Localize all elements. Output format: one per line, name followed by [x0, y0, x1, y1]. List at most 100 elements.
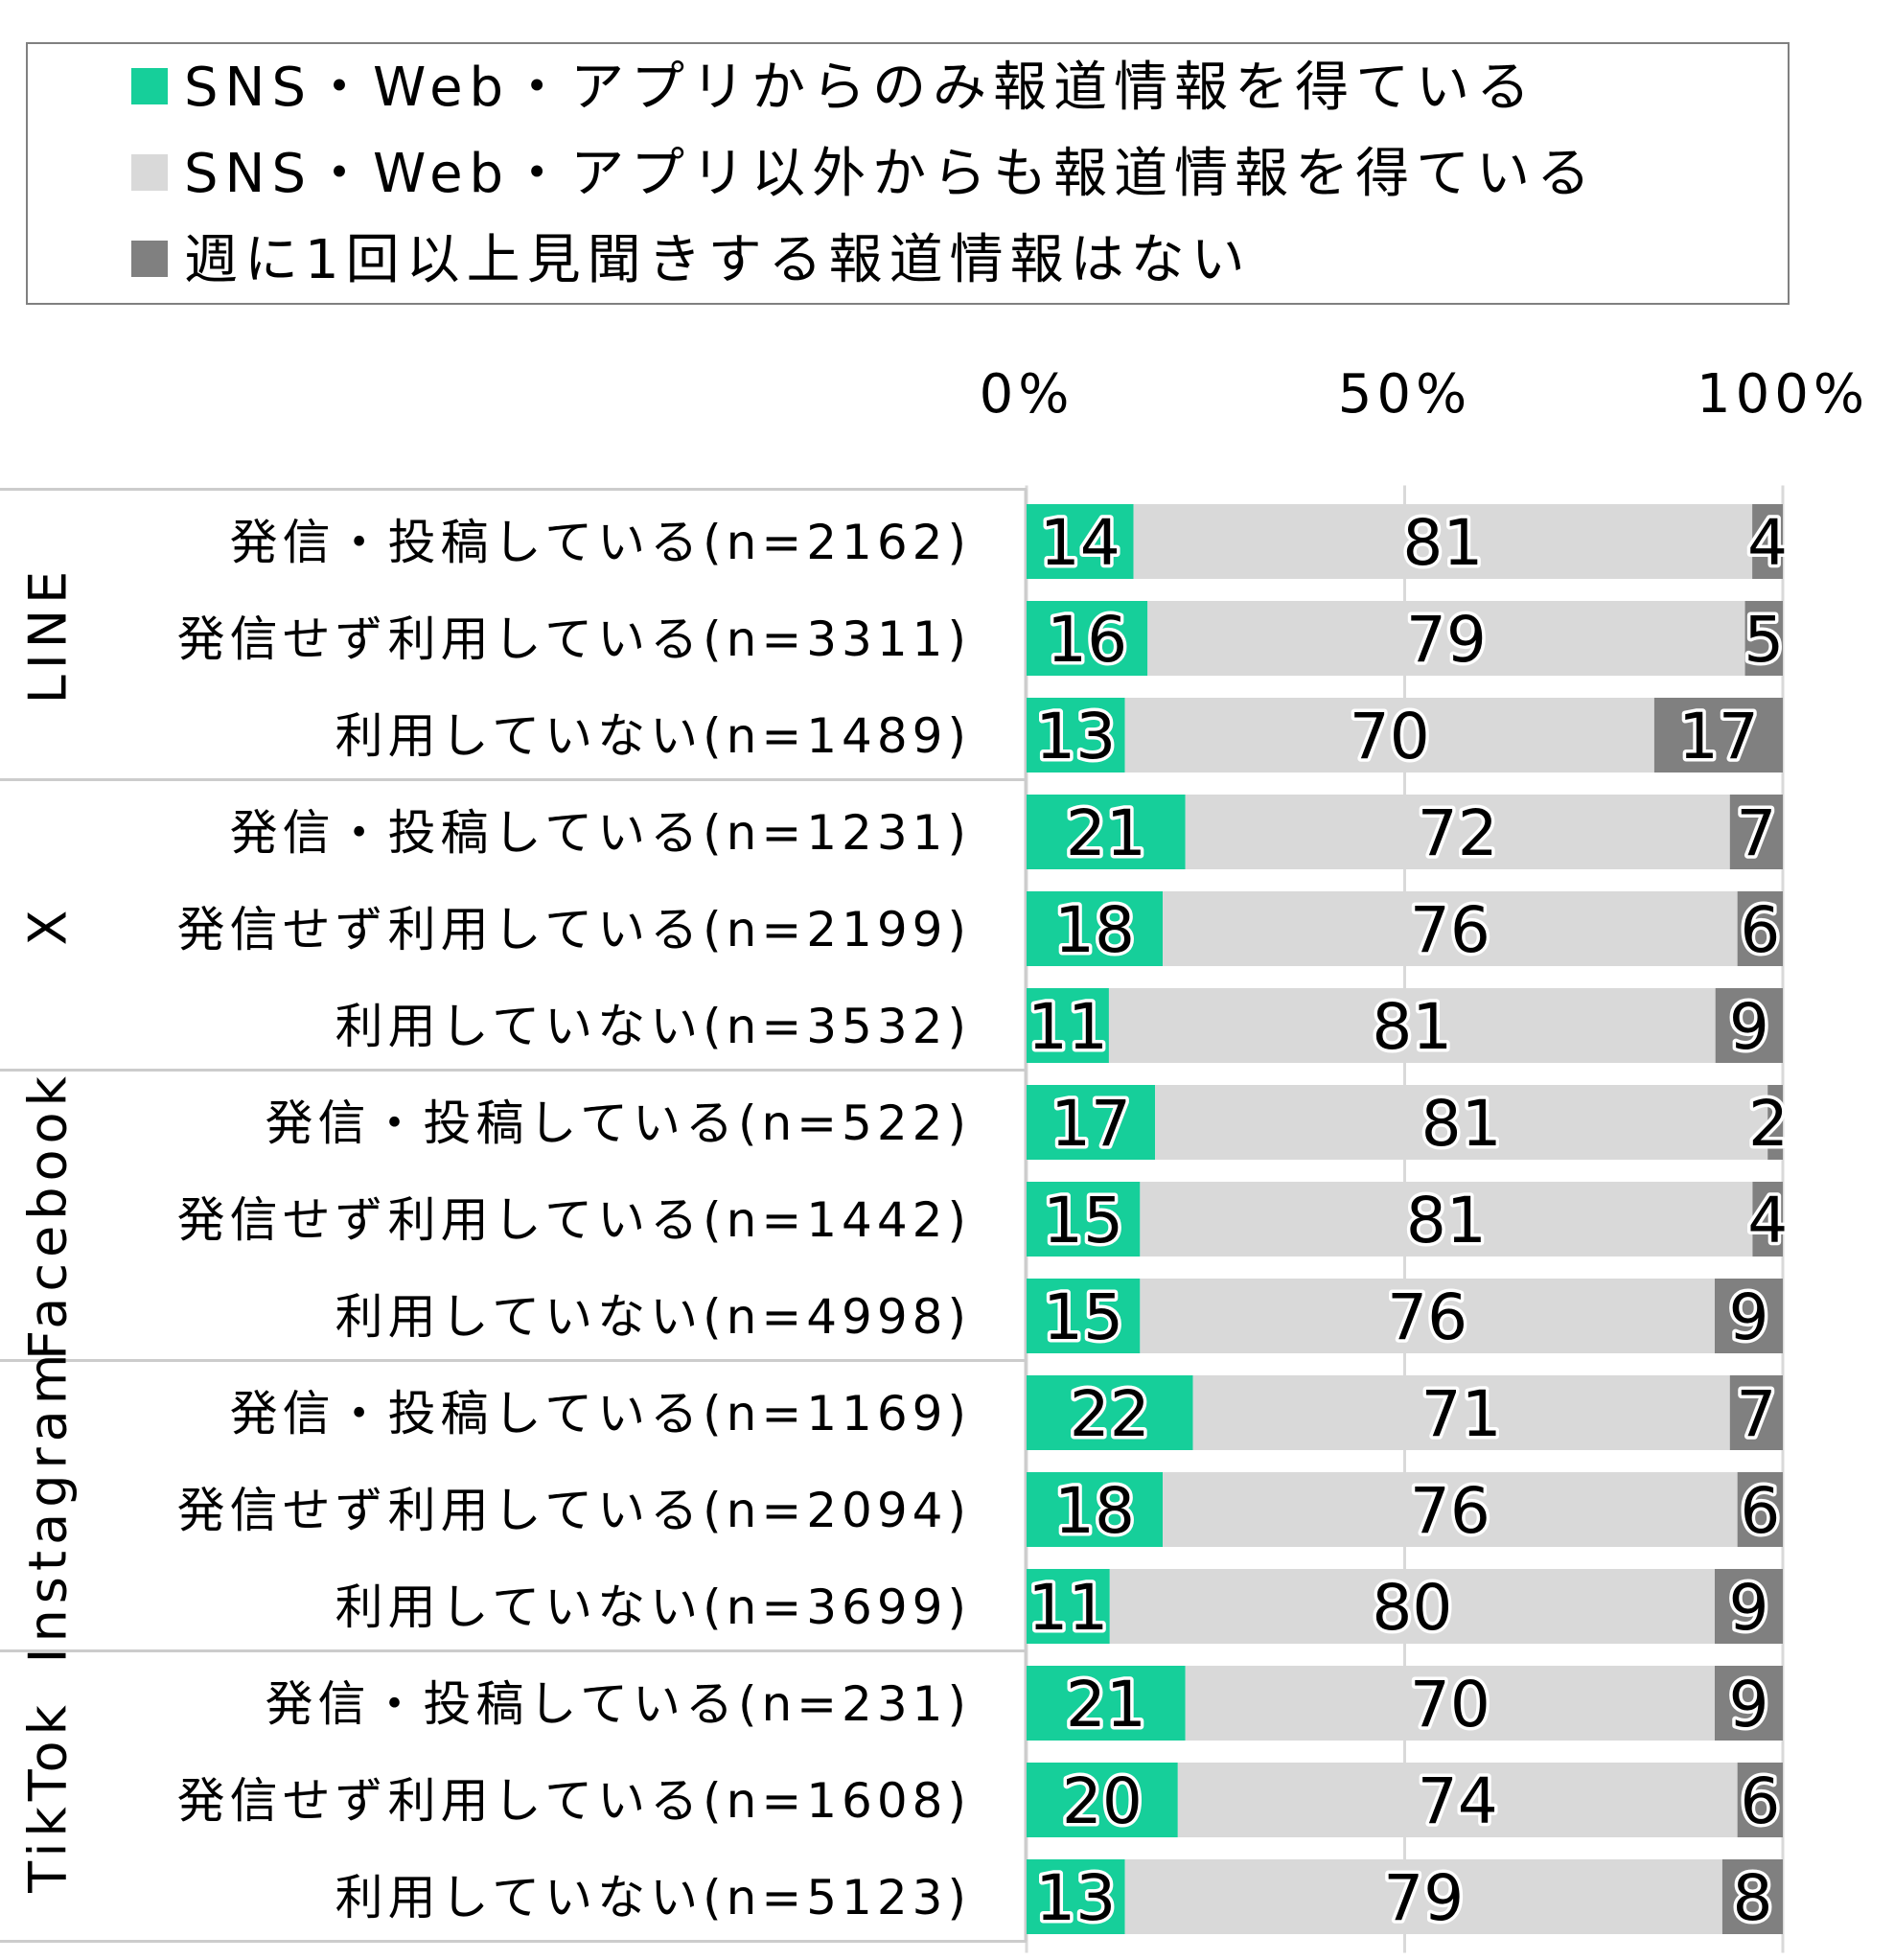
legend-label-2: SNS・Web・アプリ以外からも報道情報を得ている: [184, 143, 1597, 205]
bar-segment-series-3: [1737, 1472, 1783, 1547]
data-label: 70: [1410, 1668, 1490, 1741]
row-label: 発信・投稿している(n=522): [265, 1095, 971, 1151]
bar-segment-series-1: [1027, 1763, 1178, 1837]
group-label: Instagram: [18, 1349, 79, 1664]
bar-segment-series-2: [1109, 1569, 1715, 1644]
x-tick-label: 0%: [980, 363, 1074, 426]
bar-segment-series-2: [1192, 1375, 1730, 1450]
data-label: 17: [1051, 1087, 1131, 1161]
data-label: 9: [1728, 1280, 1768, 1354]
bar-segment-series-2: [1163, 1472, 1738, 1547]
bar-segment-series-3: [1767, 1085, 1783, 1160]
data-label: 76: [1410, 893, 1490, 967]
bar-segment-series-3: [1737, 1763, 1783, 1837]
bar-segment-series-2: [1155, 1085, 1768, 1160]
data-label: 11: [1028, 1571, 1108, 1645]
row-label: 発信・投稿している(n=2162): [230, 515, 971, 570]
bar-segment-series-2: [1108, 988, 1716, 1063]
bar-segment-series-3: [1714, 1666, 1783, 1741]
bar-segment-series-1: [1027, 891, 1164, 966]
bars: [1027, 504, 1783, 1934]
group-label: LINE: [18, 565, 79, 704]
bar-segment-series-3: [1737, 891, 1783, 966]
data-label: 11: [1028, 990, 1108, 1064]
bar-segment-series-1: [1027, 1666, 1186, 1741]
row-label: 利用していない(n=1489): [335, 708, 971, 764]
row-label: 利用していない(n=5123): [335, 1870, 971, 1925]
legend-label-1: SNS・Web・アプリからのみ報道情報を得ている: [184, 57, 1536, 119]
bar-segment-series-3: [1714, 1569, 1783, 1644]
legend-swatch-2: [131, 154, 168, 191]
bar-segment-series-3: [1744, 601, 1783, 676]
group-label: TikTok: [18, 1699, 79, 1894]
legend-swatch-3: [131, 241, 168, 277]
data-label: 6: [1740, 1764, 1780, 1838]
data-label: 71: [1421, 1377, 1502, 1451]
data-label: 6: [1740, 1474, 1780, 1548]
data-label: 7: [1736, 796, 1776, 870]
row-label: 発信・投稿している(n=1231): [230, 805, 971, 861]
bar-segment-series-1: [1027, 1569, 1110, 1644]
bar-segment-series-3: [1752, 504, 1783, 579]
bar-segment-series-3: [1729, 1375, 1783, 1450]
row-label: 発信せず利用している(n=1442): [177, 1192, 971, 1248]
data-label: 6: [1740, 893, 1780, 967]
bar-segment-series-2: [1124, 1859, 1722, 1934]
row-label: 利用していない(n=3532): [335, 999, 971, 1054]
data-label: 20: [1062, 1764, 1143, 1838]
legend-box: [26, 42, 1790, 305]
row-label: 発信せず利用している(n=2094): [177, 1483, 971, 1538]
bar-segment-series-1: [1027, 1375, 1193, 1450]
bar-segment-series-1: [1027, 1472, 1164, 1547]
data-label: 21: [1066, 796, 1146, 870]
legend-label-3: 週に1回以上見聞きする報道情報はない: [184, 229, 1252, 291]
data-label: 81: [1372, 990, 1452, 1064]
data-label: 70: [1350, 700, 1430, 773]
data-label: 15: [1043, 1280, 1123, 1354]
data-label: 81: [1421, 1087, 1502, 1161]
data-label: 22: [1070, 1377, 1150, 1451]
bar-segment-series-1: [1027, 1182, 1141, 1257]
category-frame: [0, 488, 1028, 1943]
data-label: 18: [1054, 893, 1135, 967]
bar-segment-series-2: [1177, 1763, 1738, 1837]
data-label: 9: [1729, 990, 1769, 1064]
x-tick-label: 50%: [1338, 363, 1471, 426]
bar-segment-series-2: [1124, 698, 1654, 772]
bar-segment-series-1: [1027, 1859, 1125, 1934]
data-label: 16: [1047, 603, 1127, 677]
bar-segment-series-3: [1715, 988, 1783, 1063]
data-label: 15: [1043, 1184, 1123, 1257]
bar-segment-series-1: [1027, 601, 1148, 676]
row-label: 利用していない(n=4998): [335, 1289, 971, 1345]
data-label: 74: [1418, 1764, 1498, 1838]
data-label: 13: [1035, 700, 1116, 773]
bar-segment-series-3: [1721, 1859, 1783, 1934]
legend: SNS・Web・アプリからのみ報道情報を得ている SNS・Web・アプリ以外からも…: [26, 42, 1790, 305]
data-label: 81: [1402, 506, 1483, 580]
data-label: 72: [1418, 796, 1498, 870]
bar-segment-series-1: [1027, 988, 1109, 1063]
bar-segment-series-3: [1653, 698, 1783, 772]
bar-segment-series-2: [1133, 504, 1753, 579]
bar-segment-series-2: [1147, 601, 1745, 676]
data-label: 14: [1040, 506, 1120, 580]
row-label: 発信・投稿している(n=1169): [230, 1386, 971, 1441]
data-label: 79: [1406, 603, 1487, 677]
data-label: 4: [1747, 506, 1788, 580]
data-label: 76: [1410, 1474, 1490, 1548]
row-label: 利用していない(n=3699): [335, 1580, 971, 1635]
bar-segment-series-1: [1027, 1085, 1156, 1160]
bar-segment-series-1: [1027, 1279, 1141, 1353]
data-label: 76: [1387, 1280, 1467, 1354]
data-label: 9: [1728, 1571, 1768, 1645]
data-label: 17: [1678, 700, 1759, 773]
x-tick-label: 100%: [1697, 363, 1869, 426]
bar-segment-series-1: [1027, 795, 1186, 869]
bar-segment-series-2: [1163, 891, 1738, 966]
row-label: 発信せず利用している(n=2199): [177, 902, 971, 957]
data-label: 81: [1406, 1184, 1487, 1257]
